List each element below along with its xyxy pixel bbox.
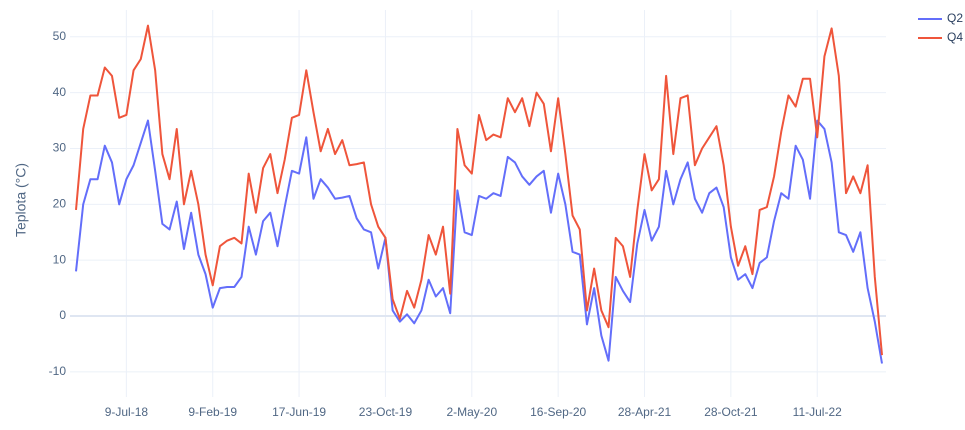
x-tick-label: 17-Jun-19 <box>272 405 326 419</box>
x-tick-label: 11-Jul-22 <box>793 405 842 419</box>
x-tick-label: 16-Sep-20 <box>530 405 586 419</box>
x-tick-label: 9-Feb-19 <box>188 405 237 419</box>
legend-label: Q4 <box>947 30 963 44</box>
x-tick-label: 28-Oct-21 <box>704 405 758 419</box>
y-tick-label: 20 <box>53 197 67 211</box>
x-tick-label: 9-Jul-18 <box>105 405 149 419</box>
y-tick-label: 0 <box>59 308 66 322</box>
y-tick-label: 50 <box>53 29 67 43</box>
y-tick-label: 40 <box>53 85 67 99</box>
y-tick-label: 30 <box>53 141 67 155</box>
y-tick-label: -10 <box>49 364 67 378</box>
x-tick-label: 23-Oct-19 <box>359 405 413 419</box>
y-tick-label: 10 <box>53 252 67 266</box>
y-axis-title: Teplota (°C) <box>13 163 29 237</box>
line-series <box>75 119 883 364</box>
x-tick-label: 2-May-20 <box>446 405 497 419</box>
x-tick-label: 28-Apr-21 <box>618 405 672 419</box>
line-series <box>75 24 883 356</box>
legend-label: Q2 <box>947 11 963 25</box>
